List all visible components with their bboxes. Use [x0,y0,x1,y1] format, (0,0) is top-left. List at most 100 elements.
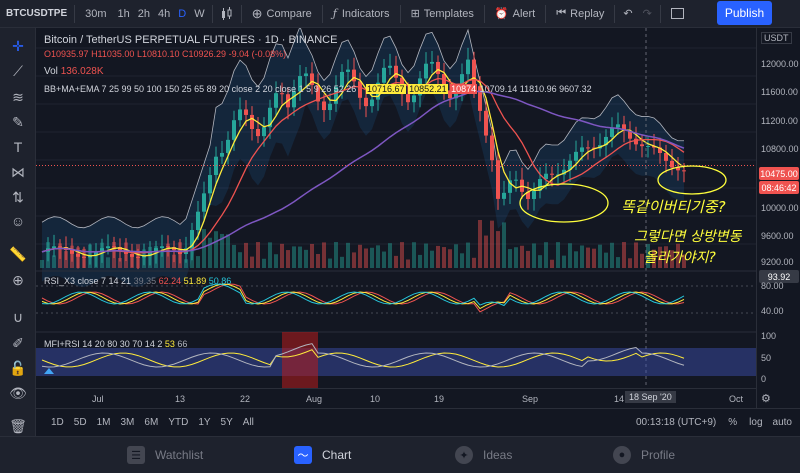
tab-profile[interactable]: ● Profile [613,446,675,464]
tab-watchlist[interactable]: ☰ Watchlist [127,446,203,464]
volume-bar [118,258,122,268]
volume-bar [652,249,656,268]
divider [483,4,485,23]
rsi-value: 39.35 [133,276,157,286]
publish-button[interactable]: Publish [717,1,772,25]
volume-bar [328,258,332,268]
trendline-icon[interactable]: ⟋ [13,62,23,79]
exchange-label: BINANCE [288,34,338,46]
candle-body [346,69,350,72]
range-3m[interactable]: 3M [120,417,135,428]
trash-icon[interactable]: 🗑 [9,417,27,434]
tf-4h[interactable]: 4h [158,7,171,20]
range-5y[interactable]: 5Y [220,417,233,428]
volume-bar [262,258,266,268]
study-params: BB+MA+EMA 7 25 99 50 100 150 25 65 89 20… [44,84,357,94]
candle-body [496,160,500,199]
auto-toggle[interactable]: auto [772,417,792,428]
eye-icon[interactable]: 👁 [9,384,27,401]
zoom-icon[interactable]: ⊕ [12,271,24,288]
range-ytd[interactable]: YTD [168,417,189,428]
time-tick: 10 [370,394,381,404]
volume-bar [40,260,44,268]
candle-body [514,179,518,181]
volume-bar [406,259,410,268]
layout-icon[interactable] [664,0,691,28]
indicators-button[interactable]: ƒ Indicators [326,0,397,28]
alert-button[interactable]: ⏰ Alert [488,0,542,28]
time-tick: Sep [522,394,539,404]
volume-bar [412,242,416,268]
brush-icon[interactable]: ✎ [12,113,24,130]
symbol-search[interactable]: BTCUSDTPE [6,8,68,19]
ruler-icon[interactable]: 📏 [9,245,27,262]
candle-body [370,99,374,107]
range-all[interactable]: All [242,417,254,428]
candle-body [592,147,596,149]
divider [659,4,661,23]
candle-body [52,246,56,249]
magnet-icon[interactable]: ∪ [12,308,24,325]
tf-30m[interactable]: 30m [85,7,107,20]
drawing-toolbar: ✛ ⟋ ≋ ✎ T ⋈ ⇅ ☺ 📏 ⊕ ∪ ✐ 🔓 👁 🗑 [0,28,36,436]
volume-bar [226,234,230,268]
chart-type-candles-icon[interactable] [216,0,238,28]
handwritten-note-line3: 올라가야지? [644,250,716,266]
fib-icon[interactable]: ≋ [12,88,24,105]
bollinger-fill [42,28,684,288]
range-1d[interactable]: 1D [51,417,64,428]
volume-bar [676,243,680,268]
tab-ideas[interactable]: ✦ Ideas [455,446,512,464]
volume-bar [364,248,368,268]
range-6m[interactable]: 6M [144,417,159,428]
tf-1w[interactable]: W [194,7,205,20]
crosshair-icon[interactable]: ✛ [12,37,24,54]
pencil-lock-icon[interactable]: ✐ [12,334,24,351]
candle-body [244,109,248,115]
hand-drawn-circle [519,183,609,223]
function-icon: ƒ [332,7,337,20]
rsi-legend: RSI_X3 close 7 14 21 39.35 62.24 51.89 5… [44,276,231,286]
study-value: 9607.32 [559,84,592,94]
prediction-icon[interactable]: ⇅ [12,188,24,205]
currency-label[interactable]: USDT [761,32,792,44]
time-axis[interactable]: Jul 13 22 Aug 10 19 Sep 14 18 Sep '20 Oc… [36,388,756,408]
mfi-overbought-zone [282,332,318,388]
time-tick: Jul [92,394,104,404]
redo-icon[interactable]: ↷ [642,8,652,20]
text-icon[interactable]: T [13,139,23,155]
candle-body [70,249,74,254]
percent-toggle[interactable]: % [728,417,738,428]
utc-clock[interactable]: 00:13:18 (UTC+9) [635,417,717,428]
emoji-icon[interactable]: ☺ [10,213,26,229]
candle-body [628,130,632,139]
settings-gear-icon[interactable]: ⚙ [761,393,771,405]
lock-icon[interactable]: 🔓 [9,359,27,376]
tradingview-logo-icon [44,368,54,374]
tf-1d[interactable]: D [178,7,187,20]
log-toggle[interactable]: log [749,417,763,428]
chart-canvas[interactable]: Bitcoin / TetherUS PERPETUAL FUTURES · 1… [36,28,756,408]
candle-body [196,211,200,231]
time-tick: Oct [729,394,744,404]
compare-button[interactable]: ⊕ Compare [245,0,319,28]
tf-2h[interactable]: 2h [137,7,151,20]
volume-bar [520,245,524,268]
tab-chart[interactable]: 〜 Chart [294,446,351,464]
price-tick: 11200.00 [761,116,798,126]
range-5d[interactable]: 5D [73,417,87,428]
pattern-icon[interactable]: ⋈ [11,163,25,180]
undo-icon[interactable]: ↶ [623,8,633,20]
volume-bar [610,242,614,268]
candle-body [58,246,62,248]
volume-bar [604,252,608,268]
range-1y[interactable]: 1Y [198,417,211,428]
replay-button[interactable]: ⏮ Replay [549,0,611,28]
tf-1h[interactable]: 1h [117,7,130,20]
range-1m[interactable]: 1M [96,417,111,428]
price-axis[interactable]: USDT 12000.00 11600.00 11200.00 10800.00… [756,28,800,408]
volume-bar [592,248,596,268]
templates-button[interactable]: ⊞ Templates [404,0,481,28]
candle-body [160,246,164,249]
candle-body [316,84,320,102]
